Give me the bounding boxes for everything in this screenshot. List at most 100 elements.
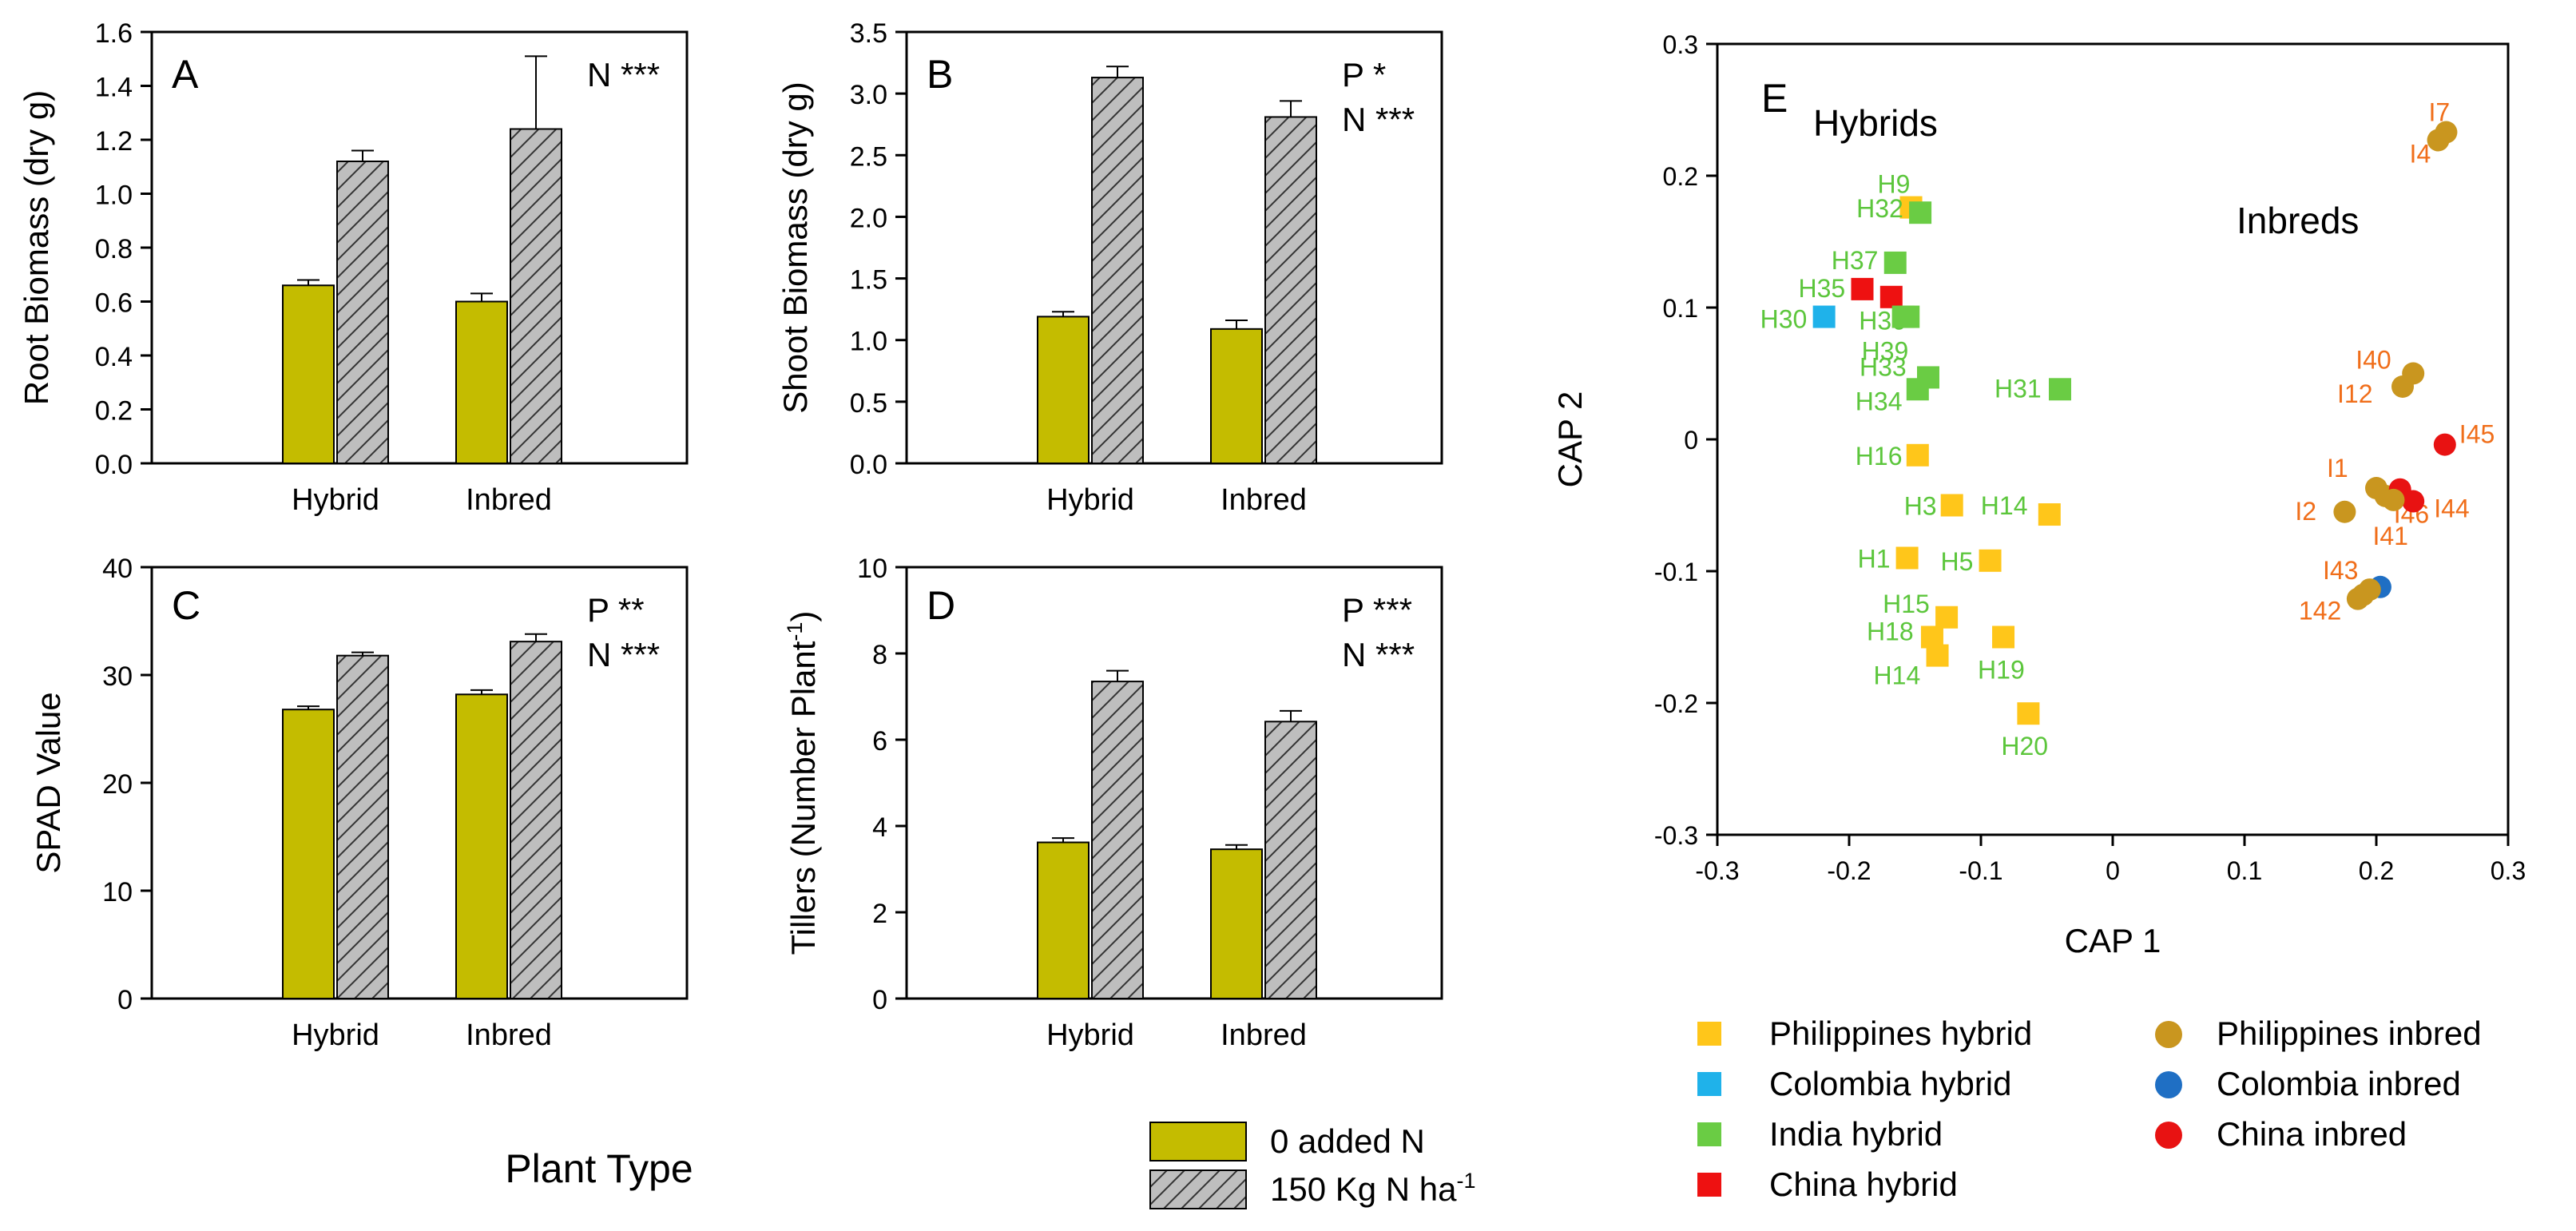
point-label-i43: I43 bbox=[2323, 556, 2358, 585]
panel-a-bar-150n bbox=[336, 161, 389, 464]
panel-e-ytick-label: 0.2 bbox=[1663, 162, 1698, 191]
point-h16 bbox=[1906, 443, 1929, 467]
panel-e-ytick-label: 0.1 bbox=[1663, 294, 1698, 323]
panel-e-xtick-label: 0 bbox=[2106, 856, 2120, 885]
panel-b-ylabel: Shoot Biomass (dry g) bbox=[776, 81, 814, 414]
panel-a: A 0.0 0.2 0.4 0.6 0.8 1.0 1.2 1.4 1.6 N *** Hybr… bbox=[18, 18, 689, 517]
panel-a-significance-label: N *** bbox=[587, 56, 660, 93]
bar-legend: 0 added N 150 Kg N ha-1 bbox=[1149, 1122, 1476, 1209]
panel-a-letter: A bbox=[172, 52, 199, 97]
point-h32 bbox=[1909, 201, 1932, 224]
panel-b-xtick-label: Inbred bbox=[1221, 483, 1307, 517]
point-label-h19: H19 bbox=[1978, 656, 2025, 685]
panel-d: D 0 2 4 6 8 10 P *** N *** Hybrid Inbred Tiller… bbox=[783, 554, 1443, 1052]
point-h34 bbox=[1906, 378, 1929, 401]
panel-c-ytick-label: 0 bbox=[117, 985, 133, 1015]
point-label-i4: I4 bbox=[2410, 139, 2431, 168]
panel-b-ytick-label: 3.0 bbox=[850, 80, 887, 110]
panel-b-ytick-label: 2.0 bbox=[850, 203, 887, 233]
panel-d-ylabel-end: ) bbox=[784, 611, 822, 622]
panel-d-bar-0n bbox=[1210, 848, 1263, 1000]
point-label-h3: H3 bbox=[1904, 492, 1937, 521]
point-label-i41: I41 bbox=[2372, 522, 2407, 550]
panel-c-bar-0n bbox=[282, 709, 335, 999]
panel-e-ytick-label: -0.2 bbox=[1654, 689, 1698, 718]
panel-d-xlabels: Hybrid Inbred bbox=[1046, 1019, 1307, 1052]
panel-c-ytick-label: 10 bbox=[102, 877, 133, 907]
panel-e-ytick-label: -0.3 bbox=[1654, 821, 1698, 850]
panel-b-ytick-label: 0.5 bbox=[850, 388, 887, 419]
group-label-inbreds: Inbreds bbox=[2237, 200, 2359, 241]
panel-a-ylabel: Root Biomass (dry g) bbox=[18, 90, 55, 405]
point-label-h34: H34 bbox=[1856, 387, 1903, 415]
panel-b-ytick-label: 0.0 bbox=[850, 450, 887, 480]
panel-d-ytick-label: 6 bbox=[872, 726, 887, 756]
panel-b-xtick-label: Hybrid bbox=[1046, 483, 1134, 517]
point-label-h14: H14 bbox=[1874, 661, 1921, 690]
panel-a-ytick-label: 1.2 bbox=[95, 126, 133, 157]
legend-label-india_hybrid: India hybrid bbox=[1769, 1115, 1943, 1153]
panel-c-ylabel: SPAD Value bbox=[30, 692, 67, 873]
legend-marker-china_hybrid bbox=[1697, 1173, 1721, 1197]
panel-d-ylabel: Tillers (Number Plant-1) bbox=[783, 611, 822, 955]
panel-a-ytick-label: 0.4 bbox=[95, 342, 133, 372]
panel-e: E Hybrids Inbreds -0.3 -0.2 -0.1 0 0.1 0.2 0.3… bbox=[1551, 30, 2526, 959]
panel-b-ytick-label: 1.5 bbox=[850, 265, 887, 296]
panel-e-xtick-label: 0.1 bbox=[2227, 856, 2262, 885]
panel-d-significance-label: P *** bbox=[1342, 591, 1412, 629]
panel-e-ticks: -0.3 -0.2 -0.1 0 0.1 0.2 0.3 -0.3 -0.2 -0.1 0 0.1 0.… bbox=[1654, 30, 2526, 885]
scatter-legend: Philippines hybrid Colombia hybrid India h… bbox=[1697, 1015, 2482, 1203]
legend-label-hatched-sup: -1 bbox=[1457, 1169, 1476, 1193]
panel-a-ytick-label: 0.0 bbox=[95, 450, 133, 480]
panel-b-significance-label: N *** bbox=[1342, 101, 1415, 138]
panel-d-ylabel-sup: -1 bbox=[783, 622, 807, 641]
point-h20 bbox=[2017, 702, 2040, 725]
legend-marker-colombia_hybrid bbox=[1697, 1072, 1721, 1096]
legend-marker-colombia_inbred bbox=[2155, 1071, 2182, 1098]
point-label-h33: H33 bbox=[1860, 352, 1907, 381]
panel-b-ytick-label: 2.5 bbox=[850, 141, 887, 172]
legend-label-hatched-main: 150 Kg N ha bbox=[1270, 1170, 1457, 1208]
panel-e-xlabel: CAP 1 bbox=[2065, 922, 2161, 959]
panel-d-ytick-label: 2 bbox=[872, 899, 887, 929]
point-label-h18: H18 bbox=[1867, 617, 1914, 646]
point-h14 bbox=[1926, 644, 1949, 667]
panel-a-bars bbox=[282, 55, 562, 464]
panel-a-xtick-label: Inbred bbox=[466, 483, 552, 517]
legend-label-philippines_inbred: Philippines inbred bbox=[2217, 1015, 2482, 1052]
panel-d-ticks: 0 2 4 6 8 10 bbox=[857, 554, 907, 1015]
panel-c-xlabels: Hybrid Inbred bbox=[292, 1019, 552, 1052]
point-label-i1: I1 bbox=[2327, 454, 2348, 482]
point-i45 bbox=[2433, 433, 2456, 456]
panel-a-bar-0n bbox=[455, 300, 508, 464]
point-h37 bbox=[1883, 251, 1907, 274]
panel-d-ytick-label: 10 bbox=[857, 554, 887, 584]
panel-b-bar-0n bbox=[1210, 328, 1263, 465]
point-h3 bbox=[1940, 494, 1963, 517]
point-label-h35: H35 bbox=[1799, 274, 1846, 303]
point-h14 bbox=[2038, 503, 2061, 526]
legend-label-china_hybrid: China hybrid bbox=[1769, 1165, 1958, 1203]
panel-c-bars bbox=[282, 633, 562, 1000]
panel-e-ytick-label: -0.1 bbox=[1654, 558, 1698, 586]
panel-d-xtick-label: Inbred bbox=[1221, 1019, 1307, 1052]
point-i44 bbox=[2402, 490, 2425, 513]
point-h19 bbox=[1992, 625, 2015, 649]
panel-e-xtick-label: 0.2 bbox=[2359, 856, 2394, 885]
panel-c-bar-150n bbox=[510, 641, 562, 1000]
panel-b-bar-150n bbox=[1264, 116, 1317, 464]
point-label-i40: I40 bbox=[2356, 346, 2391, 375]
point-label-i12: I12 bbox=[2337, 379, 2372, 408]
panel-d-ylabel-main: Tillers (Number Plant bbox=[784, 641, 822, 955]
panel-b-significance-label: P * bbox=[1342, 56, 1386, 93]
panel-c-significance-label: N *** bbox=[587, 636, 660, 673]
panel-d-ytick-label: 4 bbox=[872, 812, 887, 843]
panel-b-bar-0n bbox=[1037, 316, 1090, 464]
legend-label-olive: 0 added N bbox=[1270, 1122, 1425, 1160]
panel-c-ticks: 0 10 20 30 40 bbox=[102, 554, 152, 1015]
point-i12 bbox=[2391, 375, 2414, 398]
point-h5 bbox=[1979, 549, 2002, 572]
panel-d-significance: P *** N *** bbox=[1342, 591, 1415, 673]
legend-marker-philippines_inbred bbox=[2155, 1021, 2182, 1048]
